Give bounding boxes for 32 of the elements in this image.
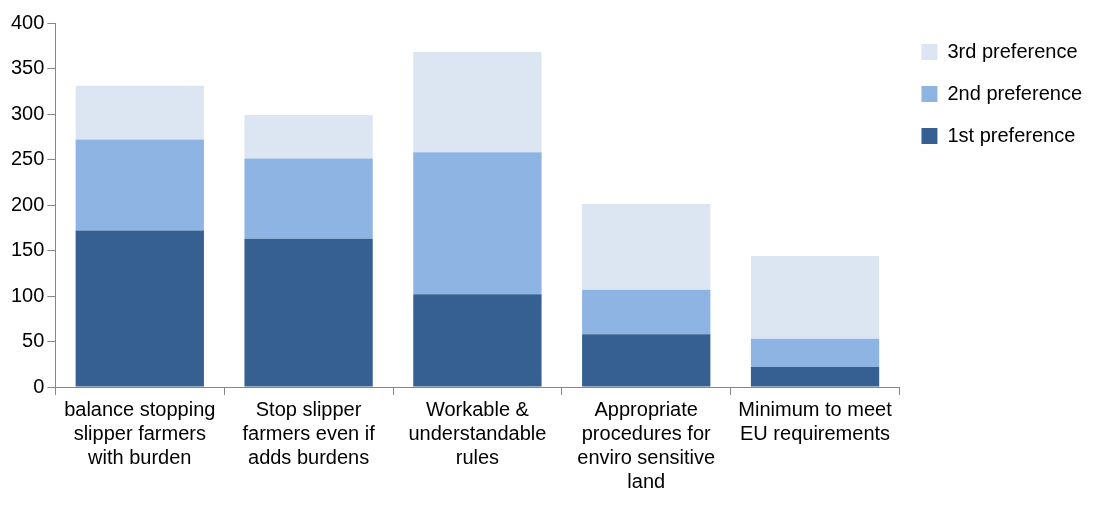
y-tick-label: 200: [10, 192, 45, 215]
x-tick-label: balance stopping slipper farmers with burden: [64, 397, 216, 468]
y-tick-label: 0: [33, 374, 45, 397]
bar: [750, 338, 880, 367]
bar: [413, 152, 542, 295]
bar: [582, 334, 711, 387]
bar: [75, 230, 204, 387]
legend-label: 1st preference: [947, 123, 1076, 146]
y-tick-label: 250: [10, 147, 45, 170]
x-tick-label: Workable & understandable rules: [408, 397, 547, 468]
y-tick-label: 300: [10, 101, 45, 124]
bar: [750, 255, 880, 339]
legend-label: 2nd preference: [947, 81, 1083, 104]
x-tick-label: Stop slipper farmers even if adds burdens: [242, 397, 376, 468]
y-tick-label: 150: [10, 238, 45, 261]
bar: [582, 289, 711, 335]
y-tick-label: 350: [10, 56, 45, 79]
bar: [582, 204, 711, 290]
bar: [413, 52, 542, 153]
bar: [413, 294, 542, 387]
y-tick-label: 100: [10, 283, 45, 306]
legend-label: 3rd preference: [947, 39, 1078, 62]
bar: [244, 114, 373, 159]
bar: [75, 85, 204, 140]
y-tick-label: 50: [22, 329, 45, 352]
bar: [244, 238, 373, 387]
x-tick-label: Minimum to meet EU requirements: [738, 397, 893, 444]
bar: [244, 158, 373, 239]
y-tick-label: 400: [10, 10, 45, 33]
x-tick-label: Appropriate procedures for enviro sensitive land: [577, 397, 716, 492]
bar: [75, 139, 204, 231]
bar: [750, 366, 880, 387]
